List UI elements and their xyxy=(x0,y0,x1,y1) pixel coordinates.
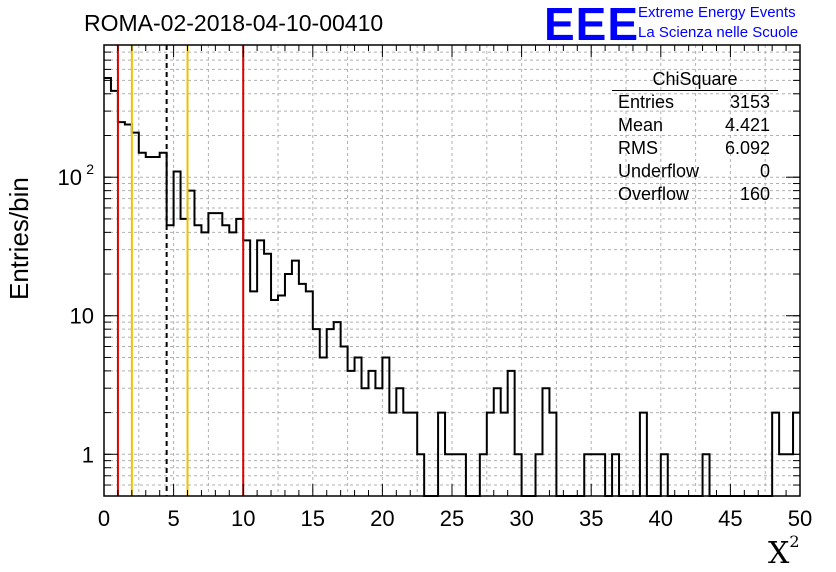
stats-value: 160 xyxy=(739,184,770,204)
x-tick-label: 35 xyxy=(579,506,603,531)
logo-line-1: Extreme Energy Events xyxy=(638,4,796,21)
stats-value: 6.092 xyxy=(724,138,770,158)
stats-rows: Entries 3153 Mean 4.421 RMS 6.092 Underflow 0 Ov… xyxy=(608,91,778,206)
stats-label: RMS xyxy=(618,138,658,158)
stats-label: Overflow xyxy=(618,184,690,204)
stats-title: ChiSquare xyxy=(612,68,778,91)
y-tick-label-sup: 2 xyxy=(86,161,94,177)
stats-row-entries: Entries 3153 xyxy=(608,91,778,114)
x-tick-label: 10 xyxy=(231,506,255,531)
stats-row-underflow: Underflow 0 xyxy=(608,160,778,183)
x-tick-label: 5 xyxy=(167,506,179,531)
stats-row-rms: RMS 6.092 xyxy=(608,137,778,160)
x-tick-label: 40 xyxy=(649,506,673,531)
x-tick-label: 50 xyxy=(788,506,812,531)
eee-logo: EEE xyxy=(544,0,640,50)
logo-line-2: La Scienza nelle Scuole xyxy=(638,24,799,41)
x-tick-label: 20 xyxy=(370,506,394,531)
y-tick-label-base: 10 xyxy=(58,165,82,190)
x-tick-label: 45 xyxy=(718,506,742,531)
stats-value: 0 xyxy=(759,161,770,181)
stats-box: ChiSquare Entries 3153 Mean 4.421 RMS 6.092 Un… xyxy=(608,68,778,206)
stats-value: 3153 xyxy=(729,92,770,112)
x-tick-label: 30 xyxy=(509,506,533,531)
x-tick-label: 0 xyxy=(98,506,110,531)
chart-title: ROMA-02-2018-04-10-00410 xyxy=(84,10,384,36)
x-axis-label-main: X xyxy=(768,536,790,571)
stats-label: Underflow xyxy=(618,161,700,181)
y-tick-label: 1 xyxy=(82,442,94,467)
y-tick-label: 10 xyxy=(58,165,82,190)
x-axis-label-sup: 2 xyxy=(789,532,800,551)
x-axis-label: X2 xyxy=(768,532,800,571)
stats-row-mean: Mean 4.421 xyxy=(608,114,778,137)
stats-row-overflow: Overflow 160 xyxy=(608,183,778,206)
x-tick-label: 25 xyxy=(440,506,464,531)
y-tick-label: 10 xyxy=(70,304,94,329)
stats-label: Mean xyxy=(618,115,664,135)
stats-label: Entries xyxy=(618,92,675,112)
x-tick-label: 15 xyxy=(301,506,325,531)
stats-value: 4.421 xyxy=(724,115,770,135)
